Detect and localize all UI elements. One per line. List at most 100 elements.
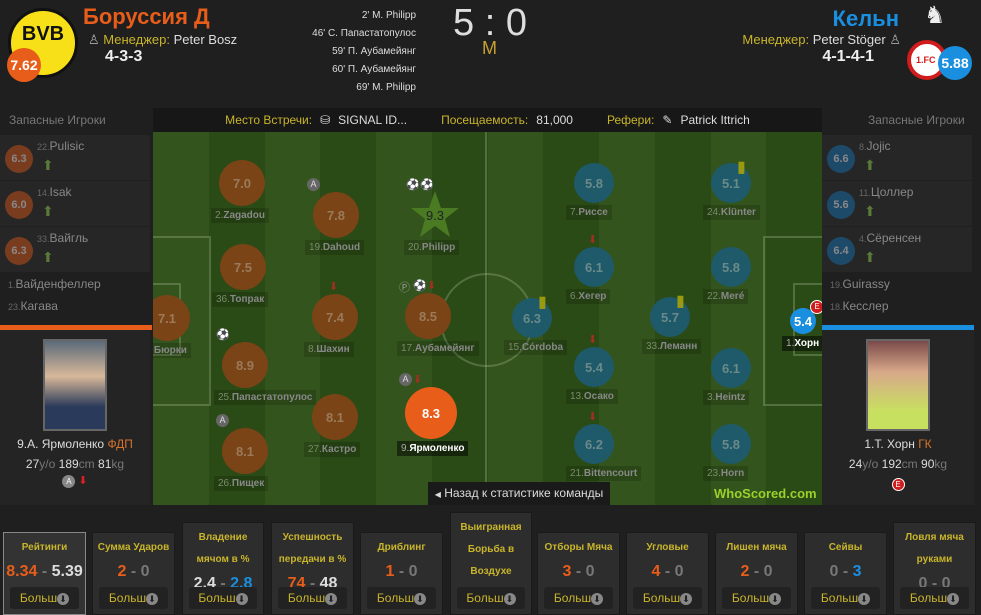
whoscored-logo: WhoScored.com	[714, 486, 817, 501]
expand-icon: ⬇	[680, 593, 693, 605]
player-rating: 9.3	[411, 191, 459, 238]
bench-player[interactable]: 19.Guirassy	[822, 273, 972, 295]
stat-tab[interactable]: Выигранная Борьба в Воздухе 0 - 3 Больш⬇	[450, 512, 532, 615]
more-button[interactable]: Больш ⬇	[544, 587, 613, 609]
stat-tab[interactable]: Сумма Ударов 2 - 0 Больш ⬇	[92, 532, 175, 615]
expand-icon: ⬇	[414, 593, 427, 605]
expand-icon: ⬇	[591, 593, 604, 605]
stat-tab[interactable]: Сейвы 0 - 3 Больш ⬇	[804, 532, 887, 615]
more-button[interactable]: Больш ⬇	[811, 587, 880, 609]
goal-event: 46' С. Папастатопулос	[312, 28, 416, 39]
home-team-rating: 7.62	[7, 48, 41, 82]
player-label: 38.Бюрки	[153, 343, 191, 358]
stat-title: Рейтинги	[21, 542, 68, 553]
stat-values: 0 - 0	[918, 575, 951, 592]
player-label: 17.Аубамейянг	[397, 341, 479, 356]
player-rating: 8.1	[222, 428, 268, 474]
sub-on-icon: ⬆	[864, 157, 876, 173]
player-details: 24y/o 192cm 90kg	[848, 457, 948, 471]
goal-icon: ⚽	[413, 280, 427, 292]
stat-tab[interactable]: Лишен мяча 2 - 0 Больш ⬇	[715, 532, 798, 615]
more-button[interactable]: Больш ⬇	[99, 587, 168, 609]
stat-title: Дриблинг	[377, 542, 426, 553]
rating-badge: 6.0	[5, 191, 33, 219]
more-button[interactable]: Больш ⬇	[457, 587, 525, 609]
stat-title: Сейвы	[828, 542, 863, 553]
assist-icon: A	[216, 414, 229, 427]
player-label: 1.Хорн	[782, 336, 822, 351]
pitch-stripe	[264, 132, 322, 505]
rating-badge: 6.4	[827, 237, 855, 265]
expand-icon: ⬇	[57, 593, 70, 605]
stat-title: Ловля мяча руками	[905, 532, 964, 565]
stat-tab[interactable]: Угловые 4 - 0 Больш ⬇	[626, 532, 709, 615]
away-subs-list: 6.6 8.Jojic ⬆ 5.6 11.Цоллер ⬆ 6.4 4.Сёренсен ⬆ 19…	[822, 135, 972, 325]
player-label: 8.Шахин	[304, 342, 354, 357]
player-name: Pulisic	[49, 139, 85, 153]
home-player-card: 9.А. Ярмоленко ФДП 27y/o 189cm 81kg A ⬇	[0, 330, 150, 505]
bench-player[interactable]: 23.Кагава	[0, 295, 150, 317]
player-label: 7.Риссе	[566, 205, 612, 220]
player-photo	[43, 339, 107, 431]
rating-badge: 5.6	[827, 191, 855, 219]
back-to-team-stats-button[interactable]: ◀ Назад к статистике команды	[428, 482, 610, 505]
expand-icon: ⬇	[858, 593, 871, 605]
player-name: Jojic	[866, 139, 891, 153]
stat-tab[interactable]: Успешность передачи в % 74 - 48 Больш ⬇	[271, 522, 354, 615]
goat-icon: ♞	[924, 2, 946, 29]
player-label: 22.Meré	[703, 289, 749, 304]
player-label: 25.Папастатопулос	[214, 390, 317, 405]
stat-tab[interactable]: Дриблинг 1 - 0 Больш ⬇	[360, 532, 443, 615]
player-photo	[866, 339, 930, 431]
sub-player[interactable]: 5.6 11.Цоллер ⬆	[822, 181, 972, 227]
more-button[interactable]: Больш ⬇	[633, 587, 702, 609]
player-rating: 7.8	[313, 192, 359, 238]
goal-icon: ⚽	[420, 179, 434, 191]
player-label: 21.Bittencourt	[566, 466, 642, 481]
player-rating: 5.8	[574, 163, 614, 203]
player-label: 24.Klünter	[703, 205, 760, 220]
player-label: 20.Philipp	[404, 240, 460, 255]
bench-player[interactable]	[822, 317, 972, 325]
sub-player[interactable]: 6.0 14.Isak ⬆	[0, 181, 150, 227]
sub-player[interactable]: 6.3 33.Вайгль ⬆	[0, 227, 150, 273]
player-rating: 8.9	[222, 342, 268, 388]
sub-off-icon: ⬇	[588, 411, 598, 423]
more-button[interactable]: Больш ⬇	[722, 587, 791, 609]
player-name: 9.А. Ярмоленко ФДП	[17, 437, 133, 451]
player-rating: 5.8	[711, 247, 751, 287]
stat-tab[interactable]: Рейтинги 8.34 - 5.39 Больш ⬇	[3, 532, 86, 615]
player-rating: 5.4	[574, 347, 614, 387]
home-subs-list: 6.3 22.Pulisic ⬆ 6.0 14.Isak ⬆ 6.3 33.Вайгль ⬆ 1.…	[0, 135, 150, 325]
away-team-name[interactable]: Кельн	[832, 6, 899, 31]
sub-player[interactable]: 6.4 4.Сёренсен ⬆	[822, 227, 972, 273]
stat-values: 0 - 3	[829, 563, 862, 580]
stat-tab[interactable]: Владение мячом в % 2.4 - 2.8 Больш ⬇	[182, 522, 264, 615]
stat-tab[interactable]: Отборы Мяча 3 - 0 Больш ⬇	[537, 532, 620, 615]
player-name: Isak	[49, 185, 72, 199]
caret-left-icon: ◀	[434, 490, 441, 499]
player-label: 3.Heintz	[703, 390, 750, 405]
bench-player[interactable]: 1.Вайденфеллер	[0, 273, 150, 295]
sub-off-icon: ⬇	[413, 374, 423, 386]
bench-player[interactable]: 18.Кесслер	[822, 295, 972, 317]
sub-off-icon: ⬇	[329, 281, 339, 293]
home-team-name[interactable]: Боруссия Д	[83, 4, 210, 29]
assist-icon: A	[399, 373, 412, 386]
sub-on-icon: ⬆	[864, 249, 876, 265]
sub-off-icon: ⬇	[588, 334, 598, 346]
player-details: 27y/o 189cm 81kg	[25, 457, 125, 471]
sub-off-icon: ⬇	[427, 280, 437, 292]
more-button[interactable]: Больш ⬇	[367, 587, 436, 609]
more-button[interactable]: Больш ⬇	[189, 587, 257, 609]
more-button[interactable]: Больш ⬇	[278, 587, 347, 609]
player-label: 23.Horn	[703, 466, 749, 481]
pitch: 7.0 2.Zagadou 7.8 19.Dahoud A 9.3 20.Phil…	[153, 132, 822, 505]
more-button[interactable]: Больш ⬇	[900, 587, 969, 609]
manager-icon: ♙	[889, 32, 901, 47]
stat-tab[interactable]: Ловля мяча руками 0 - 0 Больш ⬇	[893, 522, 976, 615]
bench-player[interactable]	[0, 317, 150, 325]
sub-player[interactable]: 6.6 8.Jojic ⬆	[822, 135, 972, 181]
more-button[interactable]: Больш ⬇	[10, 587, 79, 609]
sub-player[interactable]: 6.3 22.Pulisic ⬆	[0, 135, 150, 181]
